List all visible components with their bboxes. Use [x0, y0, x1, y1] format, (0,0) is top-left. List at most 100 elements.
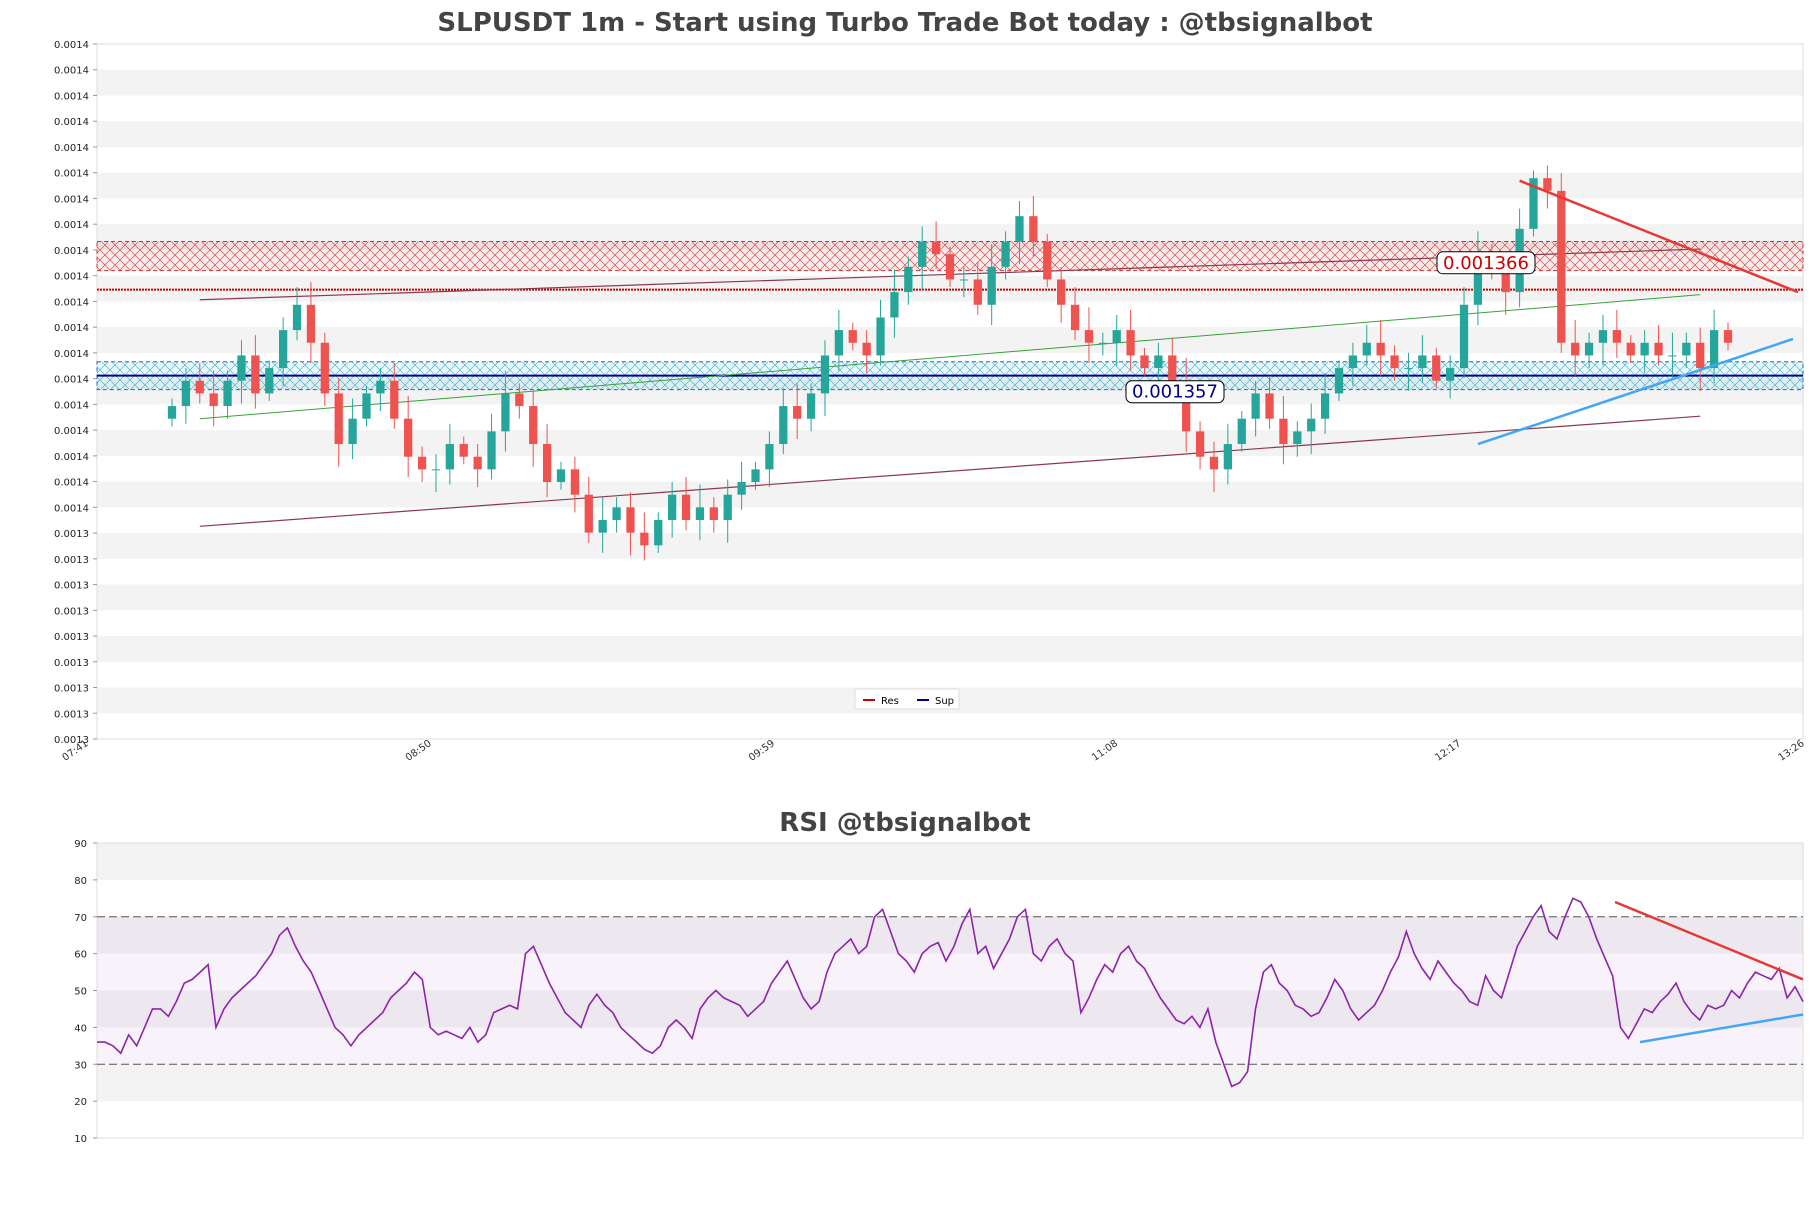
rsi-y-tick-label: 60 [74, 950, 87, 961]
candle-body [181, 380, 191, 407]
price-x-axis: 07:41 08:50 09:59 11:08 12:17 13:26 [61, 738, 1807, 764]
candle-body [459, 444, 468, 457]
rsi-y-tick-label: 90 [74, 839, 87, 850]
rsi-y-tick-label: 40 [74, 1023, 87, 1034]
price-y-tick-label: 0.0013 [54, 529, 89, 540]
candle-body [598, 519, 607, 533]
candle-body [1251, 393, 1260, 419]
price-y-tick-label: 0.0014 [54, 375, 89, 386]
rsi-resistance-trendline [1614, 900, 1804, 981]
price-y-tick-label: 0.0014 [54, 400, 89, 411]
candle-body [1668, 355, 1677, 357]
price-x-tick-label: 12:17 [1433, 738, 1463, 764]
candle-body [751, 469, 760, 483]
candle-body [723, 494, 732, 520]
price-band [97, 584, 1803, 611]
price-y-tick-label: 0.0014 [54, 194, 89, 205]
candle-body [959, 279, 969, 281]
candle-body [1543, 178, 1552, 191]
legend-label: Sup [935, 696, 954, 707]
candle-body [654, 519, 663, 546]
candle-body [904, 266, 913, 293]
rsi-band [97, 1064, 1803, 1102]
channel-mid-line [199, 294, 1701, 420]
price-y-tick-label: 0.0014 [54, 426, 89, 437]
price-band [97, 636, 1803, 662]
price-x-tick-label: 09:59 [747, 738, 777, 764]
candle-body [1015, 216, 1024, 242]
support-label-box [1125, 380, 1225, 404]
candle-body [334, 393, 343, 445]
candle-body [1598, 330, 1608, 343]
candle-body [1307, 418, 1316, 432]
candle-body [487, 431, 496, 470]
candle-body [1057, 279, 1066, 305]
resistance-label: 0.001366 [1443, 253, 1529, 274]
candle-body [1640, 342, 1649, 356]
candle-body [1126, 330, 1135, 356]
candle-body [348, 418, 357, 445]
candle-body [1612, 330, 1621, 343]
candle-body [1348, 355, 1358, 369]
candle-body [1571, 342, 1580, 356]
candle-body [570, 469, 580, 495]
rsi-y-axis: 90 80 70 60 50 40 30 20 10 [74, 839, 97, 1145]
candle-body [417, 456, 427, 470]
candle-body [362, 393, 371, 419]
candle-body [848, 330, 857, 343]
rsi-y-tick-label: 80 [74, 876, 87, 887]
rsi-series [97, 897, 1804, 1088]
candle-body [1418, 355, 1427, 369]
price-y-tick-label: 0.0014 [54, 91, 89, 102]
candle-body [1682, 342, 1691, 356]
price-y-axis: 0.0014 0.0014 0.0014 0.0014 0.0014 0.0014 0.00… [54, 40, 97, 746]
price-y-tick-label: 0.0014 [54, 169, 89, 180]
candle-body [390, 380, 399, 419]
candle-body [695, 507, 705, 520]
candle-body [1362, 342, 1371, 356]
candle-body [584, 494, 593, 533]
price-y-tick-label: 0.0014 [54, 40, 89, 51]
candle-body [556, 469, 566, 483]
price-y-tick-label: 0.0014 [54, 349, 89, 360]
price-chart-frame [96, 43, 1804, 740]
rsi-chart-bands [97, 843, 1803, 1102]
candle-body [1696, 342, 1705, 369]
candle-body [251, 355, 260, 394]
price-y-tick-label: 0.0014 [54, 503, 89, 514]
candle-body [473, 456, 482, 470]
price-x-tick-label: 11:08 [1090, 738, 1120, 764]
candle-body [987, 266, 996, 305]
candle-body [1446, 368, 1455, 381]
candle-body [681, 494, 691, 520]
price-band [97, 69, 1803, 96]
rsi-trendlines [1614, 900, 1804, 1044]
rsi-level-lines [97, 916, 1803, 1065]
candle-body [223, 380, 232, 407]
price-y-tick-label: 0.0013 [54, 632, 89, 643]
price-y-tick-label: 0.0014 [54, 323, 89, 334]
candle-body [376, 380, 385, 394]
rsi-band [97, 990, 1803, 1028]
candle-body [1320, 393, 1330, 419]
candle-body [1029, 216, 1038, 242]
price-y-tick-label: 0.0014 [54, 143, 89, 154]
candle-body [640, 532, 649, 546]
price-y-tick-label: 0.0014 [54, 246, 89, 257]
rsi-y-tick-label: 10 [74, 1134, 87, 1145]
price-band [97, 533, 1803, 559]
candle-body [931, 241, 941, 255]
candle-body [862, 342, 871, 356]
candle-body [515, 393, 524, 407]
candle-body [1223, 444, 1232, 470]
candle-body [1376, 342, 1385, 356]
candle-body [1473, 254, 1483, 305]
price-y-tick-label: 0.0014 [54, 272, 89, 283]
candle-body [1279, 418, 1288, 445]
candle-body [1432, 355, 1441, 381]
candle-body [1529, 178, 1538, 229]
candle-body [195, 380, 204, 394]
rsi-y-tick-label: 70 [74, 913, 87, 924]
level-labels: 0.001366 0.001357 [1125, 251, 1536, 404]
rsi-band [97, 843, 1803, 880]
